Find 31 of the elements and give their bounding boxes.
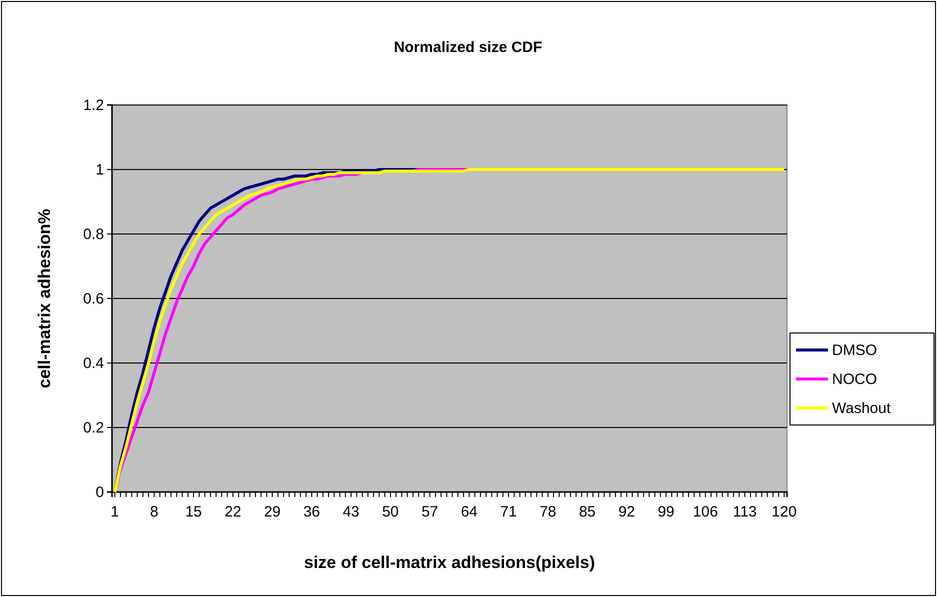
y-tick-label: 1.2	[83, 96, 104, 114]
x-tick-label: 57	[421, 504, 438, 520]
x-tick-label: 106	[692, 504, 718, 520]
x-tick-label: 36	[303, 504, 320, 520]
legend-label: NOCO	[832, 371, 877, 388]
x-tick-label: 29	[264, 504, 281, 520]
y-axis-title: cell-matrix adhesion%	[35, 208, 54, 388]
legend-label: DMSO	[832, 342, 877, 359]
x-tick-label: 15	[185, 504, 202, 520]
y-tick-label: 0.2	[83, 419, 104, 436]
chart-title: Normalized size CDF	[394, 39, 542, 56]
x-tick-label: 113	[732, 504, 757, 520]
y-tick-label: 1	[96, 161, 104, 178]
y-tick-label: 0.8	[83, 226, 104, 243]
x-axis-title: size of cell-matrix adhesions(pixels)	[304, 553, 595, 572]
x-tick-label: 22	[224, 504, 242, 520]
x-tick-label: 92	[618, 504, 636, 520]
y-tick-label: 0.4	[83, 354, 104, 372]
x-tick-label: 43	[342, 504, 360, 520]
x-tick-label: 64	[460, 504, 478, 520]
x-tick-label: 85	[578, 504, 596, 520]
x-tick-label: 50	[382, 504, 399, 520]
legend-label: Washout	[832, 400, 892, 417]
x-tick-label: 8	[150, 504, 158, 520]
y-tick-label: 0	[96, 484, 104, 501]
y-tick-label: 0.6	[83, 290, 104, 308]
x-tick-label: 78	[540, 504, 556, 520]
x-tick-label: 120	[772, 504, 797, 520]
x-tick-label: 1	[110, 504, 119, 520]
x-tick-label: 99	[658, 504, 674, 520]
x-tick-label: 71	[500, 504, 517, 520]
